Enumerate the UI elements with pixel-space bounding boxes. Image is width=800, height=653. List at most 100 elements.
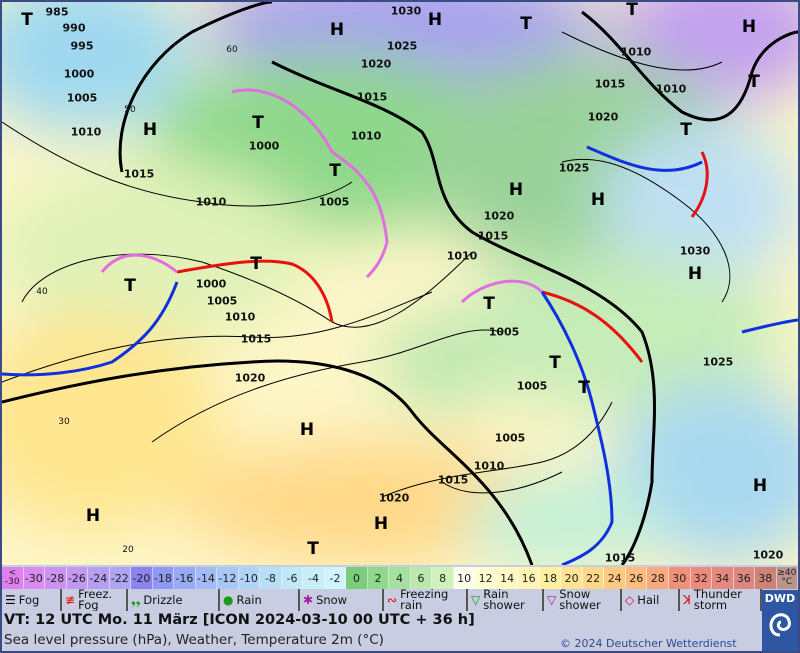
- map-subtitle: Sea level pressure (hPa), Weather, Tempe…: [4, 632, 384, 648]
- color-scale-cell: -18: [152, 567, 175, 589]
- color-scale-cell: -8: [260, 567, 282, 589]
- isobar-label: 1005: [516, 379, 548, 393]
- color-scale-cell: -12: [217, 567, 239, 589]
- color-scale-cell: 2: [367, 567, 390, 589]
- isobar-label: 1030: [390, 4, 422, 18]
- snow-shower-icon: ▽: [547, 592, 557, 607]
- legend-label: Rain shower: [483, 589, 525, 611]
- isobar-label: 1015: [356, 90, 388, 104]
- color-scale-cell: < -30: [2, 567, 24, 589]
- temperature-contour-label: 20: [122, 545, 134, 555]
- isobar-label: 1020: [483, 209, 515, 223]
- valid-time: VT: 12 UTC Mo. 11 März [ICON 2024-03-10 …: [4, 612, 475, 628]
- legend-item: ▽ Snow shower: [544, 589, 622, 611]
- isobar-label: 1020: [752, 548, 784, 562]
- spiral-icon: [769, 613, 791, 637]
- isobar-label: 1015: [477, 229, 509, 243]
- legend-item: ✱ Snow: [300, 589, 384, 611]
- low-pressure-marker: T: [21, 10, 33, 30]
- color-scale-cell: -30: [23, 567, 46, 589]
- isobar-label: 1025: [558, 161, 590, 175]
- legend-item: ▽ Rain shower: [468, 589, 544, 611]
- color-scale-cell: 8: [432, 567, 454, 589]
- legend-item: ꓘ Thunder storm: [680, 589, 762, 611]
- high-pressure-marker: H: [687, 264, 703, 284]
- drizzle-icon: ❟❟: [131, 592, 141, 607]
- legend-label: Rain: [236, 592, 262, 607]
- color-scale-cell: 10: [453, 567, 476, 589]
- color-scale-cell: 38: [755, 567, 777, 589]
- legend-label: Snow shower: [559, 589, 601, 611]
- legend-label: Thunder storm: [693, 589, 742, 611]
- rain-icon: ●: [223, 592, 234, 607]
- isobar-label: 1010: [473, 459, 505, 473]
- high-pressure-marker: H: [299, 420, 315, 440]
- freezing-rain-icon: ∾: [387, 592, 398, 607]
- color-scale-cell: -24: [88, 567, 110, 589]
- legend-label: Snow: [316, 592, 348, 607]
- thunderstorm-icon: ꓘ: [683, 592, 691, 607]
- temperature-contour-label: 60: [226, 45, 238, 55]
- isobar-label: 1000: [195, 277, 227, 291]
- high-pressure-marker: H: [142, 120, 158, 140]
- legend-item: ∾ Freezing rain: [384, 589, 468, 611]
- legend-label: Hail: [637, 592, 660, 607]
- color-scale-cell: 0: [346, 567, 368, 589]
- isobar-label: 1000: [63, 67, 95, 81]
- color-scale-cell: 28: [647, 567, 669, 589]
- isobar-label: 1015: [240, 332, 272, 346]
- legend-item: ☰ Fog: [2, 589, 62, 611]
- isobar-label: 1010: [620, 45, 652, 59]
- low-pressure-marker: T: [124, 276, 136, 296]
- isobar-label: 1005: [494, 431, 526, 445]
- legend-item: ● Rain: [220, 589, 300, 611]
- isobar-label: 990: [62, 21, 86, 35]
- isobar-label: 1005: [318, 195, 350, 209]
- high-pressure-marker: H: [427, 10, 443, 30]
- low-pressure-marker: T: [626, 2, 638, 20]
- high-pressure-marker: H: [752, 476, 768, 496]
- fog-icon: ☰: [5, 592, 16, 607]
- hail-icon: ◇: [625, 592, 635, 607]
- color-scale-cell: ≥40 °C: [776, 567, 799, 589]
- isobar-label: 1010: [195, 195, 227, 209]
- freezing-fog-icon: ≢: [65, 592, 76, 607]
- low-pressure-marker: T: [483, 294, 495, 314]
- temperature-color-scale: < -30 -30 -28 -26 -24 -22 -20 -18 -16 -14 -12 -10 -8…: [2, 567, 799, 589]
- fronts: [2, 88, 798, 565]
- legend-label: Drizzle: [143, 592, 183, 607]
- isobar-label: 1015: [123, 167, 155, 181]
- main-isobars: [2, 2, 798, 565]
- color-scale-cell: 12: [475, 567, 497, 589]
- isobar-label: 1025: [702, 355, 734, 369]
- isobar-label: 1005: [488, 325, 520, 339]
- rain-shower-icon: ▽: [471, 592, 481, 607]
- color-scale-cell: -28: [45, 567, 67, 589]
- isobar-label: 1005: [206, 294, 238, 308]
- isobar-label: 1020: [378, 491, 410, 505]
- low-pressure-marker: T: [680, 120, 692, 140]
- color-scale-cell: 22: [582, 567, 605, 589]
- low-pressure-marker: T: [549, 353, 561, 373]
- color-scale-cell: -26: [66, 567, 89, 589]
- color-scale-cell: -10: [238, 567, 261, 589]
- legend-label: Freez. Fog: [78, 589, 113, 611]
- low-pressure-marker: T: [307, 539, 319, 559]
- color-scale-cell: -20: [131, 567, 153, 589]
- legend-item: ≢ Freez. Fog: [62, 589, 128, 611]
- isobar-label: 1005: [66, 91, 98, 105]
- legend-label: Fog: [18, 592, 40, 607]
- isobar-label: 1015: [604, 551, 636, 565]
- color-scale-cell: 18: [539, 567, 562, 589]
- copyright: © 2024 Deutscher Wetterdienst: [560, 637, 737, 650]
- color-scale-cell: -6: [281, 567, 304, 589]
- isobar-label: 985: [45, 5, 69, 19]
- isobar-label: 1000: [248, 139, 280, 153]
- isobar-label: 995: [70, 39, 94, 53]
- isobar-label: 1020: [234, 371, 266, 385]
- weather-legend: ☰ Fog ≢ Freez. Fog ❟❟ Drizzle ● Rain ✱ Snow ∾ Freez…: [2, 589, 762, 611]
- isobar-label: 1015: [437, 473, 469, 487]
- color-scale-cell: -4: [303, 567, 325, 589]
- isobar-label: 1010: [224, 310, 256, 324]
- legend-label: Freezing rain: [400, 589, 449, 611]
